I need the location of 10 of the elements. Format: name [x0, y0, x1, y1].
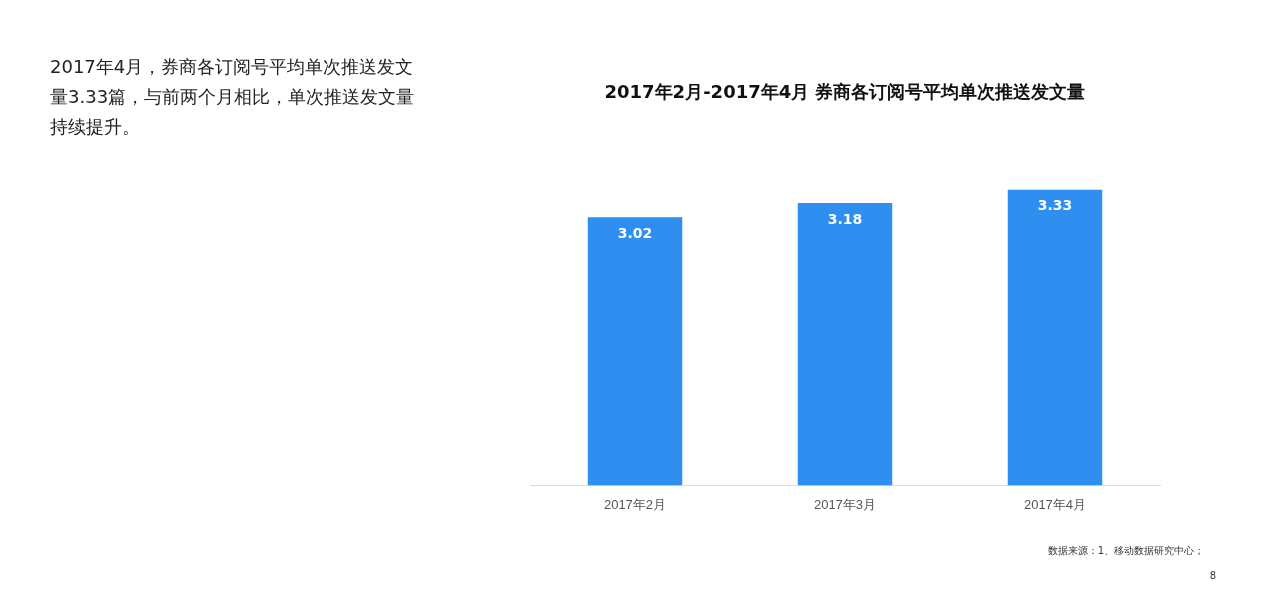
text: 2017年4月，券商各订阅号平均单次推送发文量3.33篇，与前两个月相比，单次推送发文量持续提升。	[50, 55, 416, 139]
text: 8	[1209, 570, 1216, 581]
data-label: 3.02	[617, 224, 653, 241]
data-label: 3.18	[827, 210, 863, 227]
data-label: 3.33	[1037, 197, 1073, 214]
chart-title: 2017年2月-2017年4月 券商各订阅号平均单次推送发文量	[604, 81, 1086, 103]
x-tick-label: 2017年3月	[813, 496, 877, 512]
x-tick-label: 2017年4月	[1023, 496, 1087, 512]
source-note: 数据来源：1、移动数据研究中心；	[1047, 544, 1204, 558]
x-tick-label: 2017年2月	[603, 496, 667, 512]
